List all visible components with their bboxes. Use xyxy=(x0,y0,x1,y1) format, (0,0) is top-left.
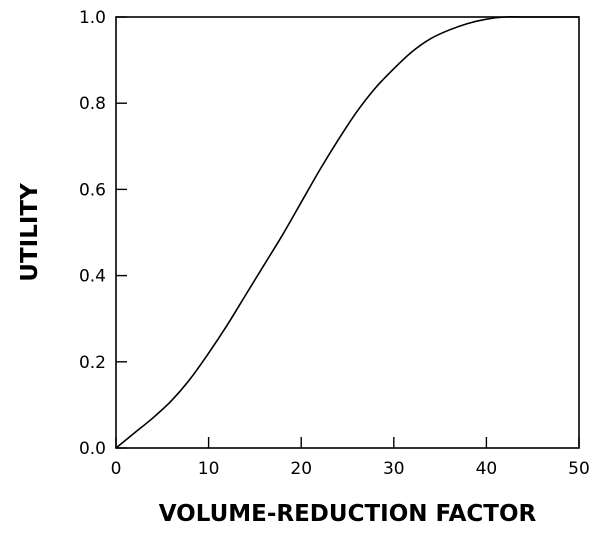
y-tick-label: 0.6 xyxy=(79,180,106,200)
y-tick-label: 0.4 xyxy=(79,267,106,287)
x-tick-label: 40 xyxy=(476,459,498,479)
x-tick-label: 20 xyxy=(290,459,312,479)
ticks-layer xyxy=(115,16,580,449)
x-tick-label: 50 xyxy=(568,459,590,479)
x-tick-label: 30 xyxy=(383,459,405,479)
plot-frame xyxy=(115,16,580,449)
x-tick-label: 0 xyxy=(111,459,122,479)
x-axis-title: VOLUME-REDUCTION FACTOR xyxy=(159,501,537,527)
y-axis-title: UTILITY xyxy=(17,183,43,282)
x-tick-label: 10 xyxy=(198,459,220,479)
tick-labels-layer: 0 10 20 30 40 50 0.0 0.2 0.4 0.6 0.8 1.0 xyxy=(79,8,590,479)
y-tick-label: 0.2 xyxy=(79,353,106,373)
y-tick-label: 0.8 xyxy=(79,94,106,114)
y-tick-label: 1.0 xyxy=(79,8,106,28)
utility-curve xyxy=(115,16,579,449)
y-tick-label: 0.0 xyxy=(79,439,106,459)
